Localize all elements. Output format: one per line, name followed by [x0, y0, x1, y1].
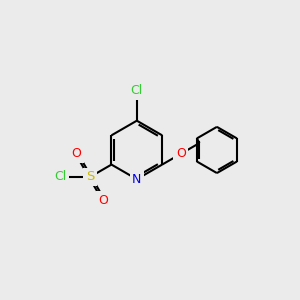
Text: N: N	[132, 173, 142, 186]
Text: Cl: Cl	[131, 84, 143, 97]
Text: S: S	[86, 170, 94, 183]
Text: O: O	[176, 147, 186, 160]
Text: O: O	[99, 194, 109, 207]
Text: O: O	[72, 147, 82, 160]
Text: Cl: Cl	[55, 170, 67, 183]
